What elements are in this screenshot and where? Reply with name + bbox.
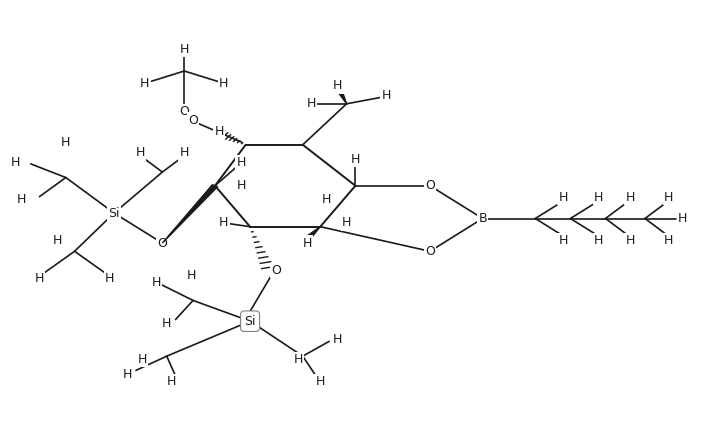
Text: H: H [351,153,360,166]
Text: H: H [559,234,568,247]
Text: H: H [180,146,189,160]
Text: H: H [35,272,44,285]
Text: H: H [105,272,114,285]
Text: H: H [342,216,351,229]
Text: H: H [293,353,303,366]
Text: B: B [478,212,487,225]
Text: H: H [140,77,150,90]
Text: Si: Si [244,315,256,328]
Text: H: H [678,212,687,225]
Text: Si: Si [108,207,120,219]
Text: H: H [333,79,343,92]
Text: H: H [664,191,673,204]
Text: O: O [179,105,190,118]
Text: H: H [215,125,224,138]
Text: H: H [381,89,391,102]
Text: H: H [333,333,343,346]
Text: H: H [322,193,331,206]
Text: H: H [625,234,635,247]
Polygon shape [303,227,320,242]
Text: H: H [180,43,189,55]
Text: H: H [594,191,603,204]
Text: O: O [272,264,282,277]
Text: H: H [594,234,603,247]
Text: H: H [219,77,228,90]
Text: H: H [11,156,20,169]
Text: H: H [18,193,27,206]
Text: H: H [138,353,147,366]
Text: H: H [166,375,176,388]
Text: H: H [625,191,635,204]
Text: H: H [664,234,673,247]
Text: H: H [123,368,132,381]
Text: H: H [237,179,246,192]
Text: O: O [157,236,167,250]
Text: H: H [219,216,228,229]
Text: H: H [61,135,70,149]
Text: H: H [135,146,145,160]
Text: O: O [188,114,198,127]
Text: H: H [162,317,171,330]
Text: H: H [316,375,325,388]
Polygon shape [335,87,347,104]
Polygon shape [162,185,218,243]
Text: H: H [559,191,568,204]
Text: O: O [425,179,435,192]
Text: H: H [53,234,62,247]
Text: O: O [425,245,435,258]
Text: H: H [307,97,316,110]
Text: H: H [237,156,246,169]
Text: H: H [152,277,161,289]
Text: H: H [303,236,312,250]
Text: H: H [187,269,196,282]
